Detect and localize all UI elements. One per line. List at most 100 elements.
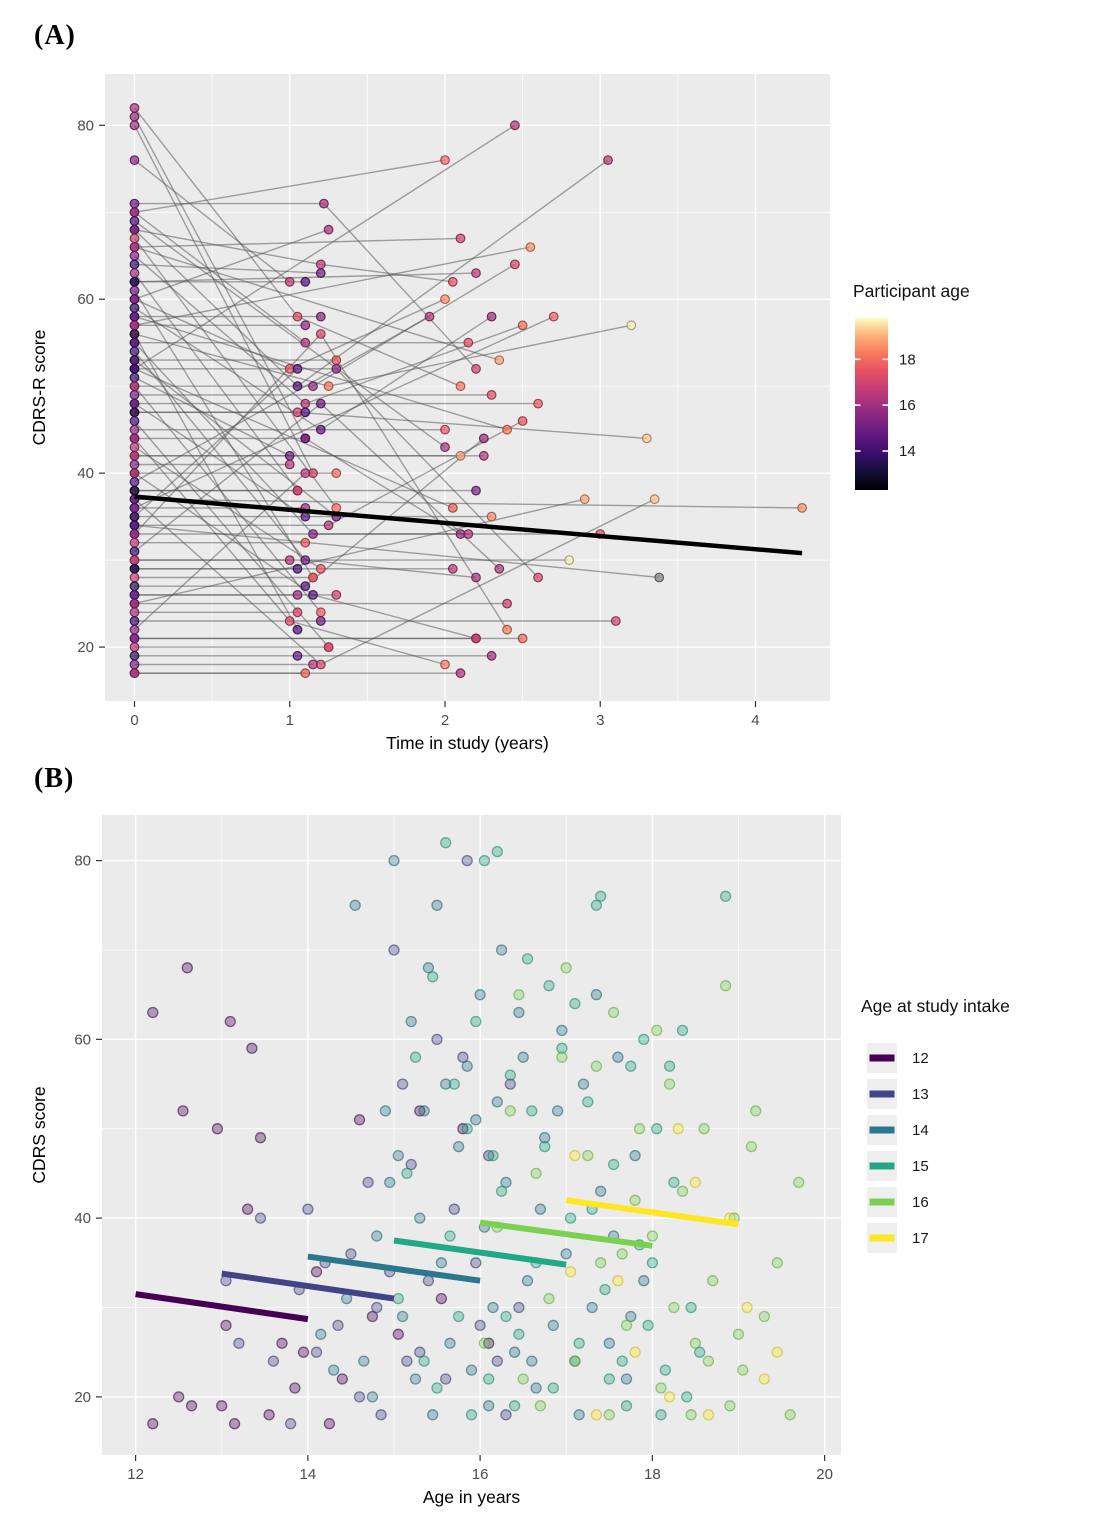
data-point bbox=[129, 216, 140, 226]
data-point bbox=[371, 1301, 383, 1314]
data-point bbox=[129, 372, 140, 383]
data-point bbox=[424, 311, 435, 322]
data-point bbox=[556, 1042, 568, 1054]
data-point bbox=[620, 1400, 633, 1412]
data-point bbox=[292, 650, 303, 661]
data-point bbox=[276, 1337, 288, 1349]
colorbar-tick-label: 14 bbox=[899, 443, 916, 460]
data-point bbox=[147, 1418, 159, 1430]
data-point bbox=[719, 980, 732, 992]
data-point bbox=[129, 485, 140, 496]
data-point bbox=[310, 1266, 323, 1278]
data-point bbox=[323, 1418, 336, 1430]
data-point bbox=[577, 1078, 590, 1090]
data-point bbox=[284, 555, 295, 565]
legend-title: Participant age bbox=[853, 281, 970, 301]
data-point bbox=[310, 1346, 323, 1358]
data-point bbox=[323, 224, 334, 235]
data-point bbox=[185, 1400, 198, 1412]
trajectory-line bbox=[134, 246, 531, 326]
data-point bbox=[129, 337, 140, 348]
data-point bbox=[750, 1105, 762, 1117]
data-point bbox=[556, 1051, 568, 1063]
trajectory-line bbox=[133, 290, 314, 578]
data-point bbox=[129, 433, 140, 444]
data-point bbox=[331, 355, 342, 366]
data-point bbox=[129, 468, 140, 479]
data-point bbox=[414, 1212, 426, 1224]
data-point bbox=[491, 845, 503, 858]
legend-swatch-line bbox=[869, 1054, 895, 1062]
data-point bbox=[771, 1257, 783, 1269]
data-point bbox=[129, 520, 140, 531]
data-point bbox=[513, 989, 525, 1001]
data-point bbox=[539, 1140, 551, 1153]
data-point bbox=[315, 259, 326, 270]
x-axis-title: Age in years bbox=[423, 1487, 521, 1507]
data-point bbox=[246, 1042, 258, 1054]
data-point bbox=[375, 1409, 387, 1421]
data-point bbox=[495, 944, 508, 956]
data-point bbox=[129, 207, 140, 218]
data-point bbox=[579, 494, 590, 505]
y-axis-tick-label: 40 bbox=[77, 465, 94, 482]
data-point bbox=[689, 1176, 702, 1189]
data-point bbox=[129, 563, 140, 574]
data-point bbox=[379, 1105, 392, 1117]
data-point bbox=[129, 416, 140, 426]
data-point bbox=[129, 224, 140, 235]
data-point bbox=[465, 1364, 478, 1376]
data-point bbox=[548, 311, 559, 322]
trajectory-line bbox=[134, 315, 430, 483]
data-point bbox=[582, 1149, 594, 1162]
data-point bbox=[500, 1176, 512, 1189]
data-point bbox=[427, 971, 439, 983]
data-point bbox=[629, 1346, 641, 1358]
data-point bbox=[447, 563, 458, 574]
data-point bbox=[129, 633, 140, 644]
legend-label: 12 bbox=[912, 1050, 929, 1067]
trajectory-line bbox=[134, 498, 585, 605]
y-axis-tick-label: 20 bbox=[74, 1389, 91, 1406]
data-point bbox=[474, 989, 486, 1001]
data-point bbox=[689, 1337, 702, 1349]
data-point bbox=[569, 1355, 581, 1367]
data-point bbox=[510, 120, 520, 131]
data-point bbox=[289, 1382, 301, 1394]
data-point bbox=[569, 1149, 581, 1162]
y-axis-tick-label: 60 bbox=[74, 1031, 91, 1048]
data-point bbox=[447, 503, 458, 513]
data-point bbox=[414, 1346, 426, 1358]
data-point bbox=[465, 1409, 478, 1421]
data-point bbox=[315, 398, 326, 409]
colorbar-tick-label: 18 bbox=[899, 351, 916, 368]
trajectory-line bbox=[134, 498, 803, 509]
data-point bbox=[638, 1275, 650, 1287]
data-point bbox=[292, 311, 303, 322]
data-point bbox=[297, 1346, 310, 1358]
data-point bbox=[603, 1337, 615, 1349]
data-point bbox=[414, 1105, 426, 1117]
trajectory-line bbox=[134, 472, 306, 631]
data-point bbox=[533, 572, 543, 583]
data-point bbox=[328, 1364, 340, 1376]
data-point bbox=[455, 233, 466, 244]
data-point bbox=[392, 1328, 404, 1340]
data-point bbox=[463, 529, 474, 539]
trajectory-line bbox=[134, 237, 461, 248]
data-point bbox=[471, 268, 481, 279]
data-point bbox=[300, 433, 311, 444]
data-point bbox=[610, 616, 621, 626]
data-point bbox=[530, 1167, 542, 1180]
data-point bbox=[513, 1006, 525, 1019]
data-point bbox=[649, 494, 660, 505]
data-point bbox=[129, 311, 140, 322]
data-point bbox=[388, 854, 400, 867]
data-point bbox=[147, 1006, 159, 1019]
data-point bbox=[300, 581, 311, 592]
group-regression-line bbox=[307, 1253, 481, 1284]
data-point bbox=[668, 1176, 680, 1189]
data-point bbox=[405, 1158, 417, 1171]
data-point bbox=[595, 1257, 607, 1269]
